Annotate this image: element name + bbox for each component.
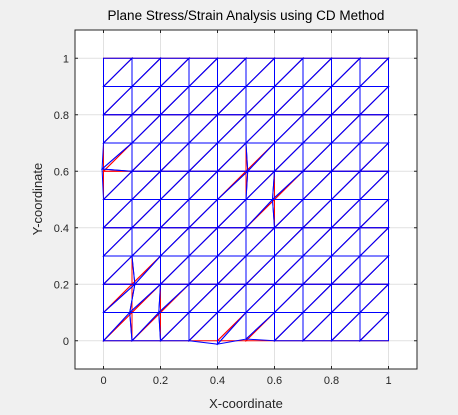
deformed-mesh [100,57,390,346]
x-tick-label: 0 [100,375,106,387]
y-tick-label: 0.8 [54,110,69,122]
mesh-element-deformed [274,57,305,88]
mesh-element-deformed [160,57,191,88]
mesh-element-deformed [245,57,276,88]
y-tick-label: 0.6 [54,166,69,178]
mesh-element-deformed [302,57,333,88]
x-tick-label: 1 [385,375,391,387]
y-axis-label: Y-coordinate [30,163,45,236]
y-tick-label: 0.4 [54,223,69,235]
x-tick-label: 0.6 [267,375,282,387]
y-tick-label: 1 [63,53,69,65]
x-tick-label: 0.8 [324,375,339,387]
mesh-element-deformed [131,57,162,88]
axis-ticks: 0 0.2 0.4 0.6 0.8 1 0 0.2 0.4 0.6 0.8 1 [54,30,417,387]
mesh-element-deformed [188,57,219,88]
mesh-element-deformed [103,57,134,88]
chart-title: Plane Stress/Strain Analysis using CD Me… [108,8,385,23]
axes-frame [74,29,418,370]
mesh-element-deformed [359,57,390,88]
x-tick-label: 0.4 [210,375,225,387]
mesh-element-deformed [217,57,248,88]
mesh-element-deformed [331,57,362,88]
x-tick-label: 0.2 [153,375,168,387]
y-tick-label: 0.2 [54,279,69,291]
x-axis-label: X-coordinate [209,396,283,411]
y-tick-label: 0 [63,336,69,348]
